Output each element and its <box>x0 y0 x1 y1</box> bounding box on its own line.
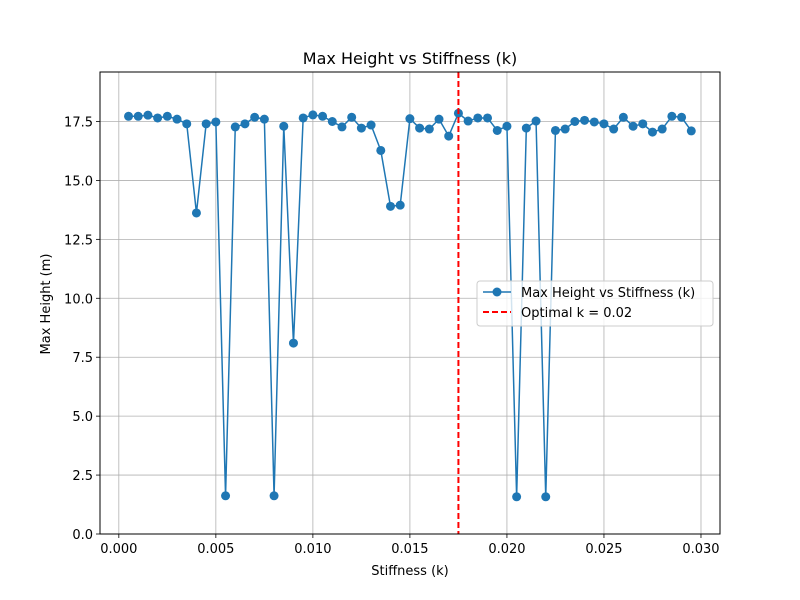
data-point <box>337 122 347 132</box>
data-point <box>609 124 619 134</box>
y-tick-label: 12.5 <box>64 233 93 248</box>
data-point <box>570 117 580 126</box>
data-point <box>366 120 376 130</box>
data-point <box>444 131 454 141</box>
data-point <box>541 492 551 502</box>
y-axis-label: Max Height (m) <box>39 254 54 355</box>
data-point <box>124 111 134 121</box>
data-point <box>531 116 541 126</box>
data-point <box>560 124 570 134</box>
data-point <box>492 125 502 135</box>
y-tick-label: 7.5 <box>72 351 93 366</box>
data-point <box>386 201 395 211</box>
data-point <box>628 121 638 131</box>
x-tick-label: 0.015 <box>391 542 428 557</box>
plot-area <box>124 72 696 534</box>
data-point <box>211 117 221 127</box>
chart-title: Max Height vs Stiffness (k) <box>303 49 517 68</box>
data-point <box>269 491 279 501</box>
data-point <box>657 124 667 134</box>
data-point <box>550 125 560 135</box>
x-tick-label: 0.020 <box>488 542 525 557</box>
data-point <box>434 114 444 124</box>
data-point <box>153 113 163 123</box>
data-point <box>667 111 677 121</box>
data-point <box>463 116 473 126</box>
legend-box <box>476 280 714 327</box>
data-point <box>133 111 143 121</box>
data-point <box>172 114 182 124</box>
y-tick-label: 5.0 <box>72 410 93 425</box>
data-point <box>318 111 328 121</box>
data-point <box>308 110 318 120</box>
data-point <box>599 119 609 129</box>
y-tick-label: 17.5 <box>64 116 93 131</box>
data-point <box>259 114 269 124</box>
x-axis-label: Stiffness (k) <box>371 564 449 579</box>
data-point <box>143 110 153 120</box>
data-point <box>298 113 308 123</box>
data-point <box>230 122 240 132</box>
legend: Max Height vs Stiffness (k) Optimal k = … <box>476 280 714 327</box>
legend-reference-label: Optimal k = 0.02 <box>521 306 632 321</box>
data-point <box>483 113 493 123</box>
ticks: 0.000 0.005 0.010 0.015 0.020 0.025 0.030 0.0 2.… <box>64 116 720 558</box>
data-point <box>647 127 657 137</box>
data-point <box>376 145 386 155</box>
data-point <box>512 492 522 502</box>
x-tick-label: 0.010 <box>294 542 331 557</box>
data-point <box>250 112 260 122</box>
data-point <box>240 119 250 129</box>
data-point <box>356 123 366 133</box>
x-tick-label: 0.005 <box>197 542 234 557</box>
data-point <box>580 115 590 125</box>
x-tick-label: 0.000 <box>100 542 137 557</box>
data-point <box>521 123 531 133</box>
data-point <box>279 121 289 131</box>
data-point <box>589 117 599 127</box>
data-point <box>395 200 405 210</box>
data-point <box>424 124 434 134</box>
y-tick-label: 2.5 <box>72 469 93 484</box>
data-point <box>502 121 512 131</box>
y-tick-label: 0.0 <box>72 528 93 543</box>
data-point <box>677 112 687 122</box>
data-point <box>405 114 415 124</box>
x-tick-label: 0.025 <box>585 542 622 557</box>
y-tick-label: 10.0 <box>64 292 93 307</box>
data-point <box>415 123 425 133</box>
data-point <box>473 113 483 123</box>
data-point <box>347 112 357 122</box>
data-point <box>618 112 628 122</box>
legend-series-label: Max Height vs Stiffness (k) <box>521 286 695 301</box>
data-point <box>182 119 192 129</box>
data-point <box>162 111 172 121</box>
legend-series-marker-swatch <box>492 287 502 297</box>
x-tick-label: 0.030 <box>682 542 719 557</box>
data-point <box>191 208 201 218</box>
data-point <box>686 126 696 136</box>
data-point <box>327 117 337 126</box>
data-point <box>201 119 211 129</box>
data-point <box>288 338 298 348</box>
data-point <box>638 119 648 129</box>
y-tick-label: 15.0 <box>64 174 93 189</box>
data-point <box>221 491 231 501</box>
